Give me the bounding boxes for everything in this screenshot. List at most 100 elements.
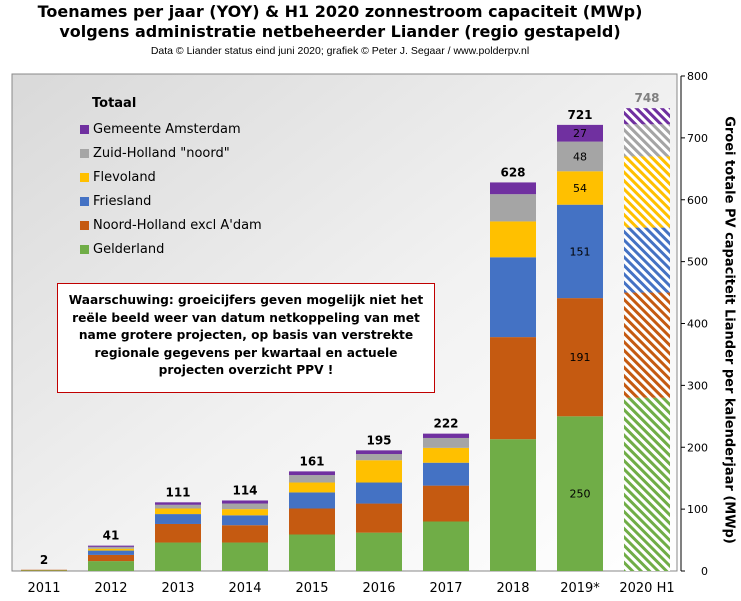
- bar-segment-2015-gelderland: [289, 534, 335, 571]
- total-label-2017: 222: [433, 417, 458, 431]
- bar-segment-2011-noord-holland-excl-a-dam: [21, 569, 67, 571]
- bar-segment-2011-gelderland: [21, 570, 67, 571]
- chart-title-line2: volgens administratie netbeheerder Liand…: [59, 22, 621, 41]
- total-label-2013: 111: [165, 485, 190, 499]
- segment-label-2019-noord-holland-excl-a-dam: 191: [570, 351, 591, 364]
- y-tick-label-500: 500: [687, 256, 708, 269]
- x-tick-label-2020-h1: 2020 H1: [619, 581, 674, 596]
- bar-segment-2019-flevoland: [557, 171, 603, 205]
- y-tick-label-700: 700: [687, 132, 708, 145]
- total-label-2016: 195: [366, 433, 391, 447]
- x-tick-label-2012: 2012: [94, 581, 127, 596]
- bar-segment-2019-friesland: [557, 204, 603, 299]
- segment-label-2019-gelderland: 250: [570, 488, 591, 501]
- bar-segment-2017-zuid-holland-noord: [423, 437, 469, 448]
- chart-source: Data © Liander status eind juni 2020; gr…: [150, 45, 530, 57]
- y-tick-label-400: 400: [687, 318, 708, 331]
- bar-segment-2014-zuid-holland-noord: [222, 503, 268, 510]
- legend-swatch: [80, 172, 89, 182]
- total-label-2019: 721: [567, 108, 592, 122]
- legend-label: Noord-Holland excl A'dam: [93, 217, 262, 233]
- bar-segment-2015-zuid-holland-noord: [289, 475, 335, 483]
- bar-segment-2018-friesland: [490, 257, 536, 338]
- y-tick-label-0: 0: [701, 565, 708, 578]
- y-tick-label-100: 100: [687, 503, 708, 516]
- bar-segment-2020-h1-gemeente-amsterdam: [624, 108, 670, 125]
- bar-segment-2018-zuid-holland-noord: [490, 194, 536, 222]
- bar-segment-2018-gelderland: [490, 439, 536, 571]
- legend-item-flevoland: Flevoland: [80, 165, 262, 189]
- legend-label: Flevoland: [93, 169, 156, 185]
- legend-title: Totaal: [92, 96, 137, 111]
- bar-segment-2013-gelderland: [155, 542, 201, 571]
- bar-segment-2016-gemeente-amsterdam: [356, 450, 402, 455]
- bar-segment-2012-noord-holland-excl-a-dam: [88, 554, 134, 562]
- legend-item-gelderland: Gelderland: [80, 237, 262, 261]
- warning-box: Waarschuwing: groeicijfers geven mogelij…: [57, 283, 435, 393]
- bar-segment-2020-h1-gelderland: [624, 397, 670, 571]
- bar-segment-2017-flevoland: [423, 447, 469, 463]
- x-tick-label-2019: 2019*: [560, 581, 600, 596]
- bar-segment-2019-gelderland: [557, 416, 603, 571]
- bar-segment-2012-gemeente-amsterdam: [88, 545, 134, 547]
- bar-segment-2016-gelderland: [356, 532, 402, 571]
- bar-segment-2020-h1-noord-holland-excl-a-dam: [624, 292, 670, 398]
- segment-label-2019-friesland: 151: [570, 245, 591, 258]
- total-label-2015: 161: [299, 454, 324, 468]
- bar-segment-2012-flevoland: [88, 548, 134, 551]
- legend-item-noord-holland-excl-a-dam: Noord-Holland excl A'dam: [80, 213, 262, 237]
- legend-label: Friesland: [93, 193, 152, 209]
- bar-segment-2014-flevoland: [222, 509, 268, 516]
- bar-segment-2013-flevoland: [155, 508, 201, 515]
- x-tick-label-2016: 2016: [362, 581, 395, 596]
- bar-segment-2015-gemeente-amsterdam: [289, 471, 335, 476]
- chart-title: Toenames per jaar (YOY) & H1 2020 zonnes…: [37, 2, 643, 21]
- bar-segment-2012-friesland: [88, 550, 134, 555]
- legend-item-gemeente-amsterdam: Gemeente Amsterdam: [80, 117, 262, 141]
- bar-segment-2017-friesland: [423, 462, 469, 486]
- total-label-2014: 114: [232, 483, 257, 497]
- x-tick-label-2011: 2011: [27, 581, 60, 596]
- x-tick-label-2018: 2018: [496, 581, 529, 596]
- bar-segment-2013-zuid-holland-noord: [155, 504, 201, 509]
- bar-segment-2013-gemeente-amsterdam: [155, 502, 201, 505]
- bar-segment-2019-zuid-holland-noord: [557, 141, 603, 172]
- bar-segment-2016-friesland: [356, 482, 402, 504]
- segment-label-2019-zuid-holland-noord: 48: [573, 150, 587, 163]
- total-label-2020-h1: 748: [634, 91, 659, 105]
- y-tick-label-300: 300: [687, 379, 708, 392]
- legend-swatch: [80, 220, 89, 230]
- y-tick-label-600: 600: [687, 194, 708, 207]
- legend-swatch: [80, 196, 89, 206]
- bar-segment-2016-flevoland: [356, 460, 402, 483]
- x-tick-label-2013: 2013: [161, 581, 194, 596]
- bar-segment-2015-flevoland: [289, 482, 335, 493]
- legend-label: Zuid-Holland "noord": [93, 145, 230, 161]
- bar-segment-2018-flevoland: [490, 221, 536, 258]
- y-axis-label: Groei totale PV capaciteit Liander per k…: [714, 90, 741, 570]
- bar-segment-2017-noord-holland-excl-a-dam: [423, 485, 469, 522]
- x-tick-label-2017: 2017: [429, 581, 462, 596]
- y-tick-label-800: 800: [687, 70, 708, 83]
- bar-segment-2014-gemeente-amsterdam: [222, 500, 268, 504]
- legend-swatch: [80, 124, 89, 134]
- bar-segment-2019-noord-holland-excl-a-dam: [557, 298, 603, 417]
- total-label-2011: 2: [40, 553, 48, 567]
- bar-segment-2014-noord-holland-excl-a-dam: [222, 525, 268, 543]
- segment-label-2019-gemeente-amsterdam: 27: [573, 127, 587, 140]
- total-label-2018: 628: [500, 165, 525, 179]
- legend-label: Gelderland: [93, 241, 165, 257]
- legend: Totaal Gemeente Amsterdam Zuid-Holland "n…: [80, 96, 262, 261]
- legend-swatch: [80, 244, 89, 254]
- bar-segment-2020-h1-zuid-holland-noord: [624, 124, 670, 157]
- bar-segment-2017-gelderland: [423, 521, 469, 571]
- segment-label-2019-flevoland: 54: [573, 182, 587, 195]
- bar-segment-2016-noord-holland-excl-a-dam: [356, 503, 402, 533]
- bar-segment-2012-zuid-holland-noord: [88, 546, 134, 549]
- bar-segment-2012-gelderland: [88, 561, 134, 571]
- bar-segment-2013-friesland: [155, 514, 201, 524]
- legend-label: Gemeente Amsterdam: [93, 121, 241, 137]
- bar-segment-2019-gemeente-amsterdam: [557, 124, 603, 142]
- bar-segment-2020-h1-flevoland: [624, 156, 670, 228]
- bar-segment-2015-noord-holland-excl-a-dam: [289, 508, 335, 535]
